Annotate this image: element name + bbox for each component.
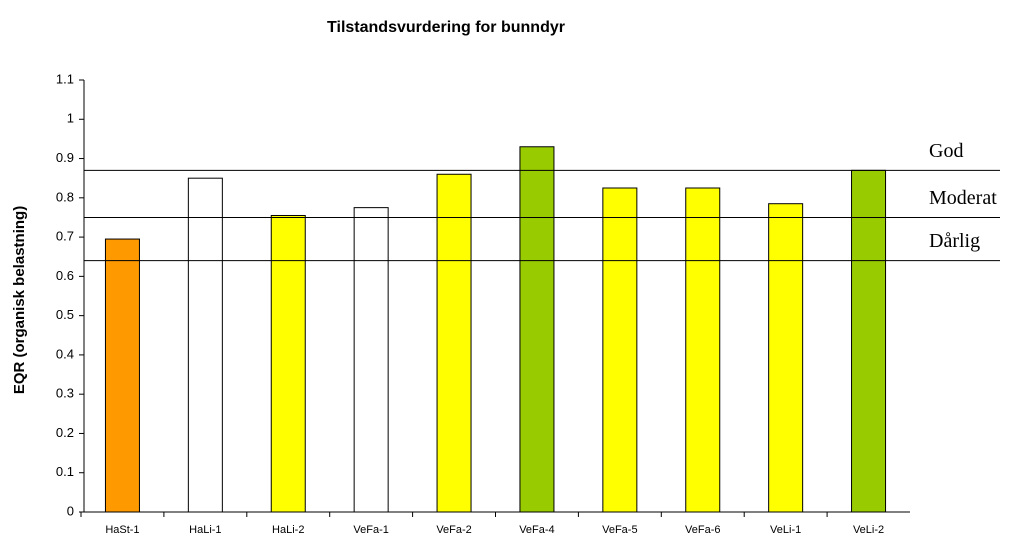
y-tick-label: 0.3 [56, 386, 74, 401]
chart-title: Tilstandsvurdering for bunndyr [327, 19, 565, 36]
x-tick-label: VeFa-1 [353, 524, 388, 536]
reference-label: Moderat [929, 187, 997, 209]
y-tick-label: 0.7 [56, 229, 74, 244]
x-tick-label: VeFa-5 [602, 524, 637, 536]
y-tick-label: 0.6 [56, 268, 74, 283]
bar [104, 238, 140, 513]
x-tick-label: VeLi-2 [853, 524, 884, 536]
y-tick-label: 0 [67, 503, 74, 518]
y-tick-label: 1.1 [56, 71, 74, 86]
y-tick-label: 0.5 [56, 307, 74, 322]
bar [768, 203, 804, 513]
reference-label: Dårlig [929, 230, 980, 252]
x-tick-label: HaLi-2 [272, 524, 304, 536]
bar [519, 146, 555, 513]
bar [353, 207, 389, 513]
y-tick-label: 0.2 [56, 425, 74, 440]
y-tick-label: 0.4 [56, 346, 74, 361]
reference-label: God [929, 140, 963, 162]
bar [602, 187, 638, 513]
bar [685, 187, 721, 513]
x-tick-label: VeFa-2 [436, 524, 471, 536]
bar [436, 173, 472, 513]
x-tick-label: VeLi-1 [770, 524, 801, 536]
bar [270, 214, 306, 513]
bar [851, 169, 887, 513]
y-axis-label: EQR (organisk belastning) [11, 206, 28, 394]
x-tick-label: HaLi-1 [189, 524, 221, 536]
y-tick-label: 0.1 [56, 464, 74, 479]
y-tick-label: 1 [67, 111, 74, 126]
y-tick-label: 0.9 [56, 150, 74, 165]
x-tick-label: VeFa-4 [519, 524, 554, 536]
y-tick-label: 0.8 [56, 189, 74, 204]
bar [187, 177, 223, 513]
x-tick-label: VeFa-6 [685, 524, 720, 536]
x-tick-label: HaSt-1 [105, 524, 139, 536]
